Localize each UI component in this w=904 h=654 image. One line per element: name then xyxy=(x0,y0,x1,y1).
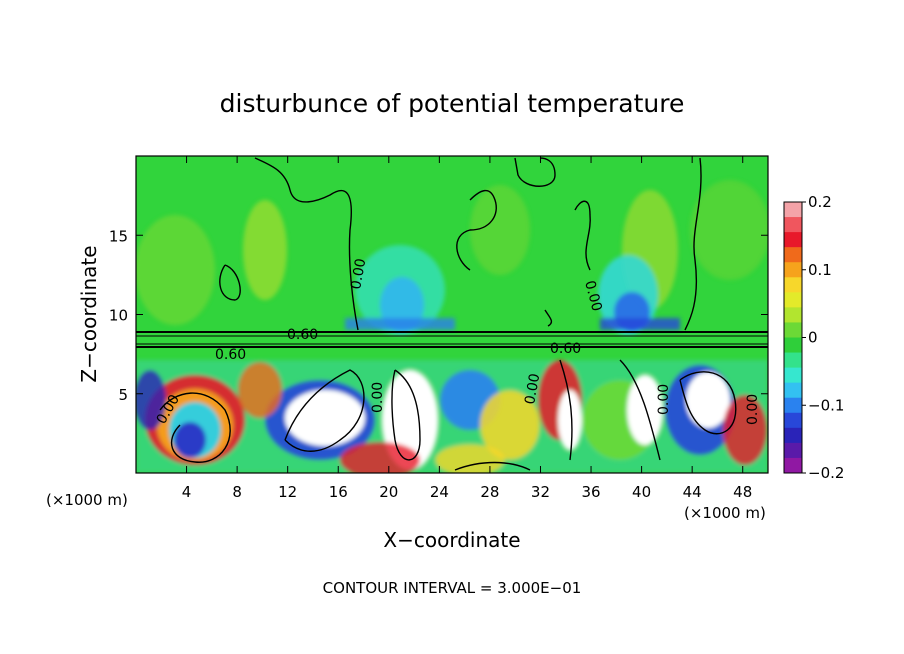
contour-label: 0.60 xyxy=(215,347,246,363)
contour-lines xyxy=(136,157,768,471)
x-axis-label: X−coordinate xyxy=(383,528,520,552)
colorbar-swatch xyxy=(784,352,802,369)
x-tick-label: 16 xyxy=(329,483,348,501)
contour-line xyxy=(219,264,241,301)
x-tick-label: 40 xyxy=(632,483,651,501)
contour-line xyxy=(391,369,421,461)
warm-patch xyxy=(470,185,530,275)
x-tick-label: 32 xyxy=(531,483,550,501)
contour-label: 0.00 xyxy=(656,384,672,415)
z-tick-label: 15 xyxy=(109,227,128,245)
contour-line xyxy=(284,369,365,452)
contour-label: 0.00 xyxy=(581,279,605,313)
x-tick-label: 36 xyxy=(581,483,600,501)
eddy xyxy=(174,422,206,458)
z-tick-label: 5 xyxy=(118,386,128,404)
colorbar-swatch xyxy=(784,322,802,338)
colorbar-swatch xyxy=(784,382,802,399)
eddy xyxy=(435,444,505,473)
colorbar-swatch xyxy=(784,337,802,354)
x-tick-label: 12 xyxy=(278,483,297,501)
contour-line xyxy=(544,309,553,327)
contour-line xyxy=(159,392,231,463)
colorbar-swatch xyxy=(784,262,802,278)
colorbar-swatch xyxy=(784,202,802,218)
cool-band xyxy=(345,318,455,330)
colorbar-swatch xyxy=(784,442,802,459)
layer-boundary xyxy=(136,331,768,348)
chart-title: disturbunce of potential temperature xyxy=(220,89,685,118)
x-tick-label: 4 xyxy=(182,483,192,501)
plot-area: 0.60 0.60 0.60 0.00 0.00 0.00 0.00 0.00 … xyxy=(136,156,768,473)
contour-line xyxy=(684,157,702,331)
contour-interval-note: CONTOUR INTERVAL = 3.000E−01 xyxy=(323,579,582,597)
contour-label: 0.00 xyxy=(348,257,369,290)
colorbar-swatch xyxy=(784,217,802,233)
contour-line xyxy=(559,359,573,461)
x-tick-label: 20 xyxy=(379,483,398,501)
contour-line xyxy=(456,189,497,271)
layer-boundary xyxy=(136,335,768,345)
eddy-core xyxy=(558,390,582,450)
colorbar-swatch xyxy=(784,277,802,293)
eddy xyxy=(340,442,420,473)
colorbar xyxy=(783,201,803,474)
x-tick-label: 28 xyxy=(480,483,499,501)
colorbar-swatch xyxy=(784,247,802,263)
colorbar-tick-label: 0.2 xyxy=(808,193,832,211)
eddy xyxy=(238,362,282,418)
colorbar-swatch xyxy=(784,307,802,323)
eddy-core xyxy=(285,390,365,446)
cool-band xyxy=(600,318,680,330)
eddy xyxy=(136,370,166,430)
contour-line xyxy=(514,157,556,187)
z-unit-label: (×1000 m) xyxy=(46,491,128,509)
eddy xyxy=(723,395,767,465)
contour-label: 0.60 xyxy=(287,327,318,343)
contour-line xyxy=(574,200,591,271)
colorbar-swatch xyxy=(784,457,802,474)
contour-label: 0.00 xyxy=(522,372,543,405)
eddy-core xyxy=(686,372,730,428)
colorbar-tick-label: 0 xyxy=(808,329,818,347)
colorbar-swatch xyxy=(784,412,802,429)
x-tick-label: 24 xyxy=(430,483,449,501)
x-tick-label: 48 xyxy=(733,483,752,501)
colorbar-swatch xyxy=(784,292,802,308)
y-axis-label: Z−coordinate xyxy=(77,245,101,382)
contour-label: 0.00 xyxy=(370,382,386,413)
contour-line xyxy=(619,359,661,461)
x-axis: 4 8 12 16 20 24 28 32 36 40 44 48 xyxy=(182,156,752,501)
colorbar-swatch xyxy=(784,232,802,248)
x-tick-label: 8 xyxy=(232,483,242,501)
contour-line xyxy=(454,461,531,471)
colorbar-tick-label: −0.1 xyxy=(808,396,844,414)
warm-patch xyxy=(136,215,215,325)
contour-line xyxy=(254,157,359,331)
warm-patch xyxy=(243,200,287,300)
eddy xyxy=(480,390,540,460)
contour-label: 0.60 xyxy=(550,341,581,357)
colorbar-swatch xyxy=(784,427,802,444)
colorbar-tick-label: −0.2 xyxy=(808,464,844,482)
x-tick-label: 44 xyxy=(683,483,702,501)
colorbar-swatch xyxy=(784,397,802,414)
eddy-core xyxy=(627,375,663,445)
colorbar-ticks: 0.2 0.1 0 −0.1 −0.2 xyxy=(802,193,844,482)
colorbar-swatch xyxy=(784,367,802,384)
x-unit-label: (×1000 m) xyxy=(684,504,766,522)
colorbar-tick-label: 0.1 xyxy=(808,261,832,279)
warm-patch xyxy=(690,180,768,280)
contour-label: 0.00 xyxy=(745,394,761,425)
z-tick-label: 10 xyxy=(109,307,128,325)
z-axis: 5 10 15 xyxy=(109,227,768,404)
contour-line xyxy=(679,371,737,435)
